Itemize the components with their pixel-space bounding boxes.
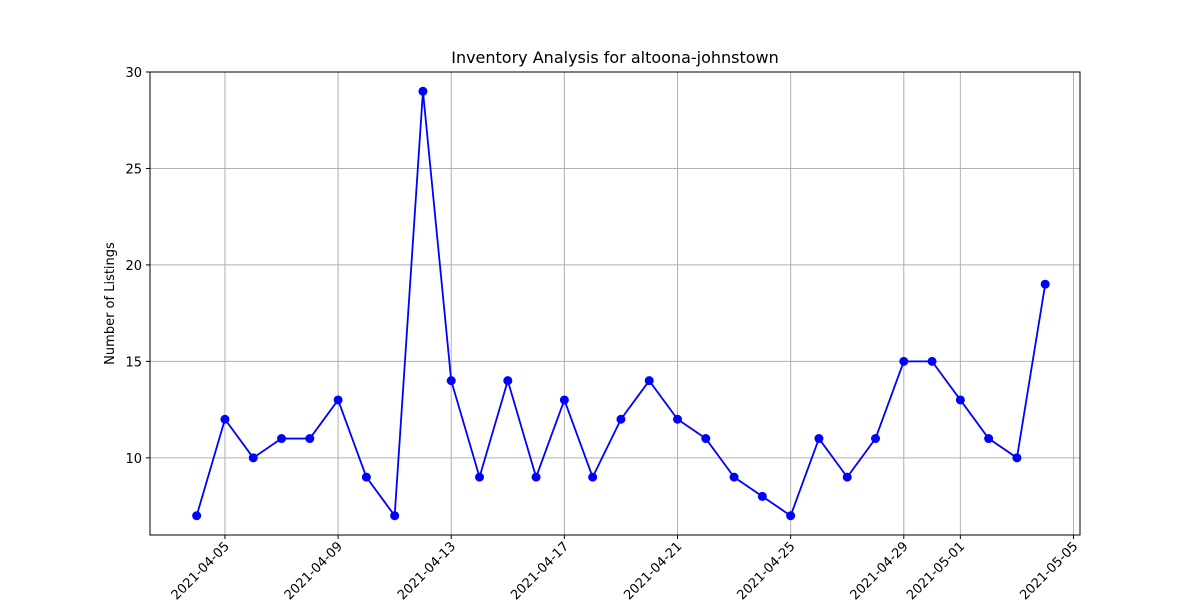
x-tick-label: 2021-04-21 [621,539,685,600]
data-point [361,472,371,482]
x-tick-label: 2021-04-29 [848,539,912,600]
x-tick-label: 2021-05-01 [904,539,968,600]
y-tick-label: 25 [125,162,142,177]
data-point [248,453,258,463]
data-point [673,414,683,424]
x-tick-label: 2021-04-25 [734,539,798,600]
data-point [559,395,569,405]
series-line [195,90,1047,517]
series-layer [192,86,1050,521]
x-tick-label: 2021-05-05 [1017,539,1081,600]
data-point [531,472,541,482]
data-point [729,472,739,482]
data-point [588,472,598,482]
data-point [899,356,909,366]
y-tick-label: 10 [125,452,142,467]
x-tick-label: 2021-04-13 [395,539,459,600]
data-point [1040,279,1050,289]
y-tick-label: 15 [125,355,142,370]
data-point [475,472,485,482]
data-point [220,414,230,424]
data-point [955,395,965,405]
data-point [1012,453,1022,463]
axis-ticks: 10 15 20 25 30 2021-04-05 2021-04-09 2021-04-13… [125,66,1081,603]
data-point [984,434,994,444]
y-tick-label: 20 [125,259,142,274]
x-tick-label: 2021-04-05 [169,539,233,600]
y-tick-label: 30 [125,66,142,81]
data-point [814,434,824,444]
data-point [842,472,852,482]
data-point [644,376,654,386]
data-point [418,86,428,96]
data-point [616,414,626,424]
data-point [871,434,881,444]
grid [150,71,1080,535]
data-point [305,434,315,444]
data-point [192,511,202,521]
data-point [277,434,287,444]
x-tick-label: 2021-04-17 [508,539,572,600]
data-point [333,395,343,405]
chart-title: Inventory Analysis for altoona-johnstown [451,48,779,67]
data-point [446,376,456,386]
data-point [390,511,400,521]
y-axis-label: Number of Listings [103,242,118,365]
x-tick-label: 2021-04-09 [282,539,346,600]
data-point [786,511,796,521]
data-point [701,434,711,444]
plot-frame [149,71,1081,536]
data-point [927,356,937,366]
data-point [503,376,513,386]
data-point [757,491,767,501]
